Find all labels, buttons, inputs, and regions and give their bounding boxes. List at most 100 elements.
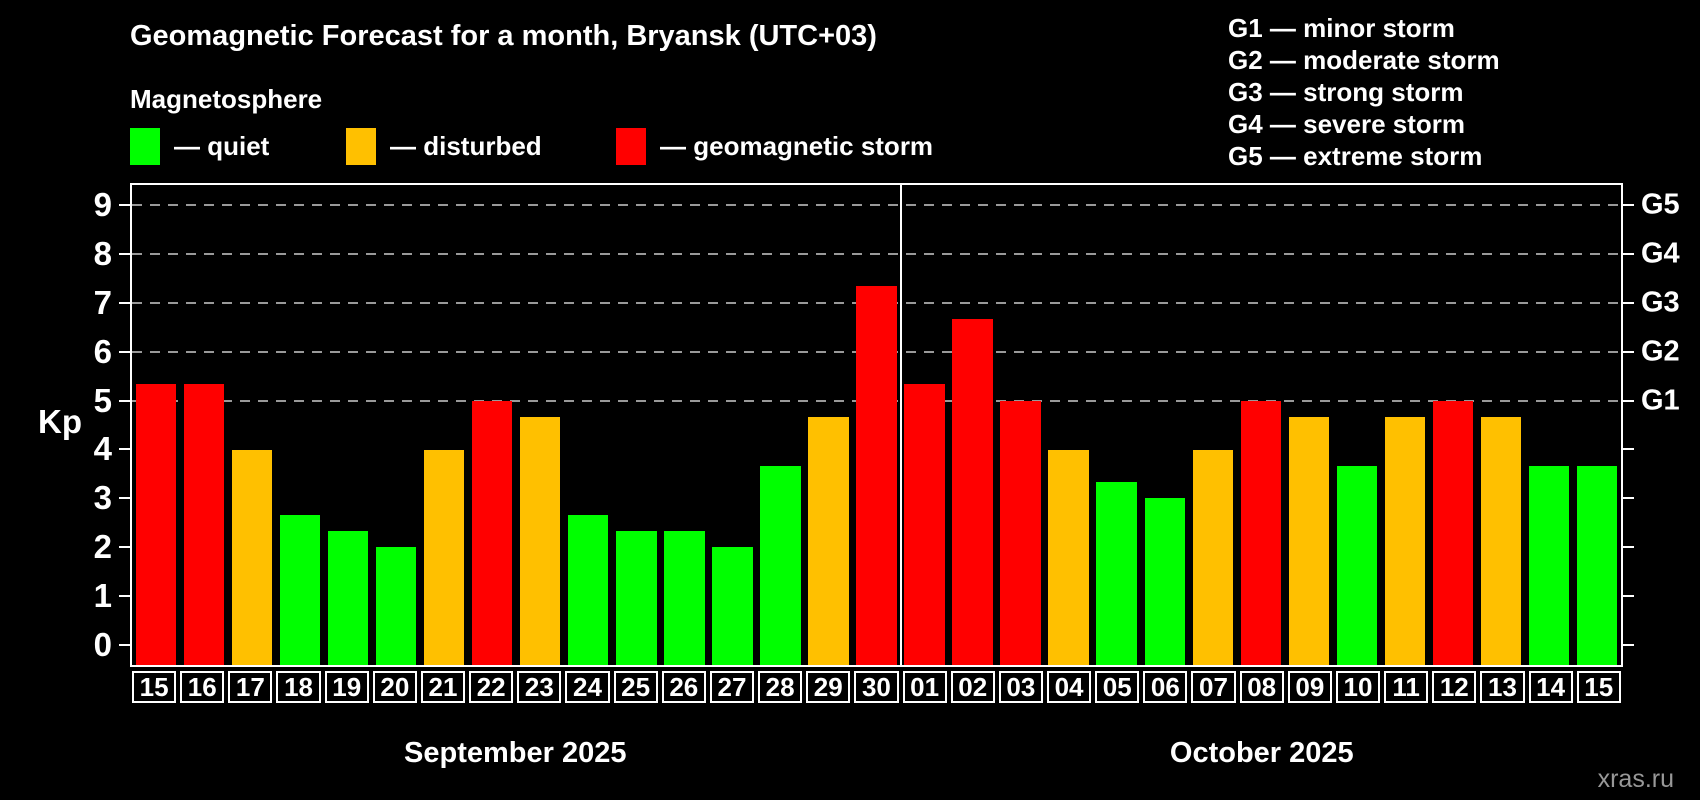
day-label-15: 15 — [1576, 671, 1621, 703]
legend-storm-label: — geomagnetic storm — [660, 131, 934, 161]
y-tick-right-2 — [1621, 546, 1634, 549]
g-axis-label-g5: G5 — [1641, 188, 1680, 221]
day-label-04: 04 — [1046, 671, 1092, 703]
day-label-06: 06 — [1143, 671, 1188, 703]
y-tick-label-5: 5 — [93, 381, 112, 419]
kp-bar-30 — [856, 286, 897, 665]
month-label: September 2025 — [404, 737, 627, 769]
kp-bar-07 — [1192, 449, 1233, 665]
kp-bar-13 — [1480, 416, 1522, 665]
kp-bar-15 — [1576, 465, 1618, 665]
watermark: xras.ru — [1597, 765, 1674, 793]
day-label-12: 12 — [1432, 671, 1477, 703]
day-label-15: 15 — [132, 671, 177, 703]
y-tick-label-6: 6 — [93, 332, 112, 370]
day-label-30: 30 — [854, 671, 899, 703]
day-label-23: 23 — [517, 671, 562, 703]
y-tick-right-7 — [1621, 301, 1634, 304]
day-label-28: 28 — [758, 671, 803, 703]
y-tick-label-1: 1 — [93, 577, 112, 615]
kp-bar-09 — [1288, 416, 1329, 665]
kp-bar-25 — [616, 531, 657, 665]
g-axis-label-g4: G4 — [1641, 237, 1680, 270]
gridline-kp9 — [132, 203, 1621, 206]
y-tick-label-9: 9 — [93, 185, 112, 223]
kp-bar-27 — [712, 547, 753, 665]
day-label-03: 03 — [998, 671, 1043, 703]
day-label-14: 14 — [1528, 671, 1573, 703]
day-label-29: 29 — [806, 671, 851, 703]
day-label-27: 27 — [709, 671, 755, 703]
y-tick-left-8 — [119, 252, 132, 255]
kp-bar-20 — [376, 547, 417, 665]
kp-bar-10 — [1336, 465, 1377, 665]
kp-bar-04 — [1048, 449, 1089, 665]
kp-bar-11 — [1384, 416, 1426, 665]
y-tick-right-9 — [1621, 203, 1634, 206]
y-tick-label-0: 0 — [93, 626, 112, 664]
y-tick-left-4 — [119, 448, 132, 451]
kp-bar-16 — [183, 384, 225, 665]
kp-bar-03 — [1000, 400, 1041, 665]
y-tick-right-3 — [1621, 497, 1634, 500]
storm-color-swatch — [616, 128, 646, 165]
kp-bar-21 — [424, 449, 465, 665]
day-label-09: 09 — [1287, 671, 1332, 703]
kp-bar-24 — [568, 514, 609, 665]
kp-bar-22 — [472, 400, 513, 665]
y-tick-right-5 — [1621, 399, 1634, 402]
g-axis-label-g3: G3 — [1641, 286, 1680, 319]
day-label-24: 24 — [565, 671, 610, 703]
day-label-07: 07 — [1191, 671, 1236, 703]
g4-legend-line: G4 — severe storm — [1228, 109, 1466, 139]
day-label-05: 05 — [1095, 671, 1140, 703]
kp-bar-26 — [664, 531, 705, 665]
day-label-25: 25 — [613, 671, 658, 703]
y-tick-right-6 — [1621, 350, 1634, 353]
y-tick-label-3: 3 — [93, 479, 112, 517]
day-label-11: 11 — [1384, 671, 1429, 703]
g-axis-label-g2: G2 — [1641, 335, 1680, 368]
kp-bar-19 — [327, 531, 369, 665]
day-label-22: 22 — [469, 671, 514, 703]
legend-item-storm: — geomagnetic storm — [616, 128, 933, 165]
g5-legend-line: G5 — extreme storm — [1228, 141, 1483, 171]
gridline-kp8 — [132, 252, 1621, 255]
month-axis-row: September 2025 October 2025 — [130, 737, 1623, 773]
day-label-01: 01 — [902, 671, 947, 703]
kp-bar-14 — [1528, 465, 1570, 665]
g2-legend-line: G2 — moderate storm — [1228, 45, 1500, 75]
legend-item-disturbed: — disturbed — [346, 128, 542, 165]
magnetosphere-label: Magnetosphere — [130, 84, 323, 114]
y-tick-left-9 — [119, 203, 132, 206]
quiet-color-swatch — [130, 128, 160, 165]
legend-item-quiet: — quiet — [130, 128, 269, 165]
kp-bar-01 — [904, 384, 945, 665]
kp-bar-17 — [231, 449, 273, 665]
y-tick-left-7 — [119, 301, 132, 304]
legend-disturbed-label: — disturbed — [390, 131, 542, 161]
day-label-17: 17 — [228, 671, 273, 703]
day-label-08: 08 — [1239, 671, 1284, 703]
y-tick-right-1 — [1621, 595, 1634, 598]
day-label-21: 21 — [420, 671, 466, 703]
day-label-20: 20 — [372, 671, 417, 703]
kp-bar-15 — [135, 384, 177, 665]
day-label-18: 18 — [276, 671, 321, 703]
y-tick-right-4 — [1621, 448, 1634, 451]
day-label-19: 19 — [324, 671, 369, 703]
y-tick-label-8: 8 — [93, 234, 112, 272]
y-tick-left-3 — [119, 497, 132, 500]
legend-quiet-label: — quiet — [174, 131, 270, 161]
kp-bar-12 — [1432, 400, 1474, 665]
kp-bar-02 — [952, 318, 993, 665]
page-title: Geomagnetic Forecast for a month, Bryans… — [130, 20, 877, 52]
g1-legend-line: G1 — minor storm — [1228, 13, 1455, 43]
day-label-02: 02 — [950, 671, 995, 703]
y-tick-label-4: 4 — [93, 430, 112, 468]
day-axis-row: 15 16 17 18 19 20 21 22 23 24 25 26 27 28 29 30 01 02 03 04… — [130, 671, 1623, 703]
g-scale-legend: G1 — minor storm G2 — moderate storm G3 … — [1228, 12, 1500, 172]
plot-area: 0 1 2 3 4 5 6 7 8 9 G1 G2 G3 G4 G5 — [94, 183, 1680, 667]
y-tick-left-1 — [119, 595, 132, 598]
